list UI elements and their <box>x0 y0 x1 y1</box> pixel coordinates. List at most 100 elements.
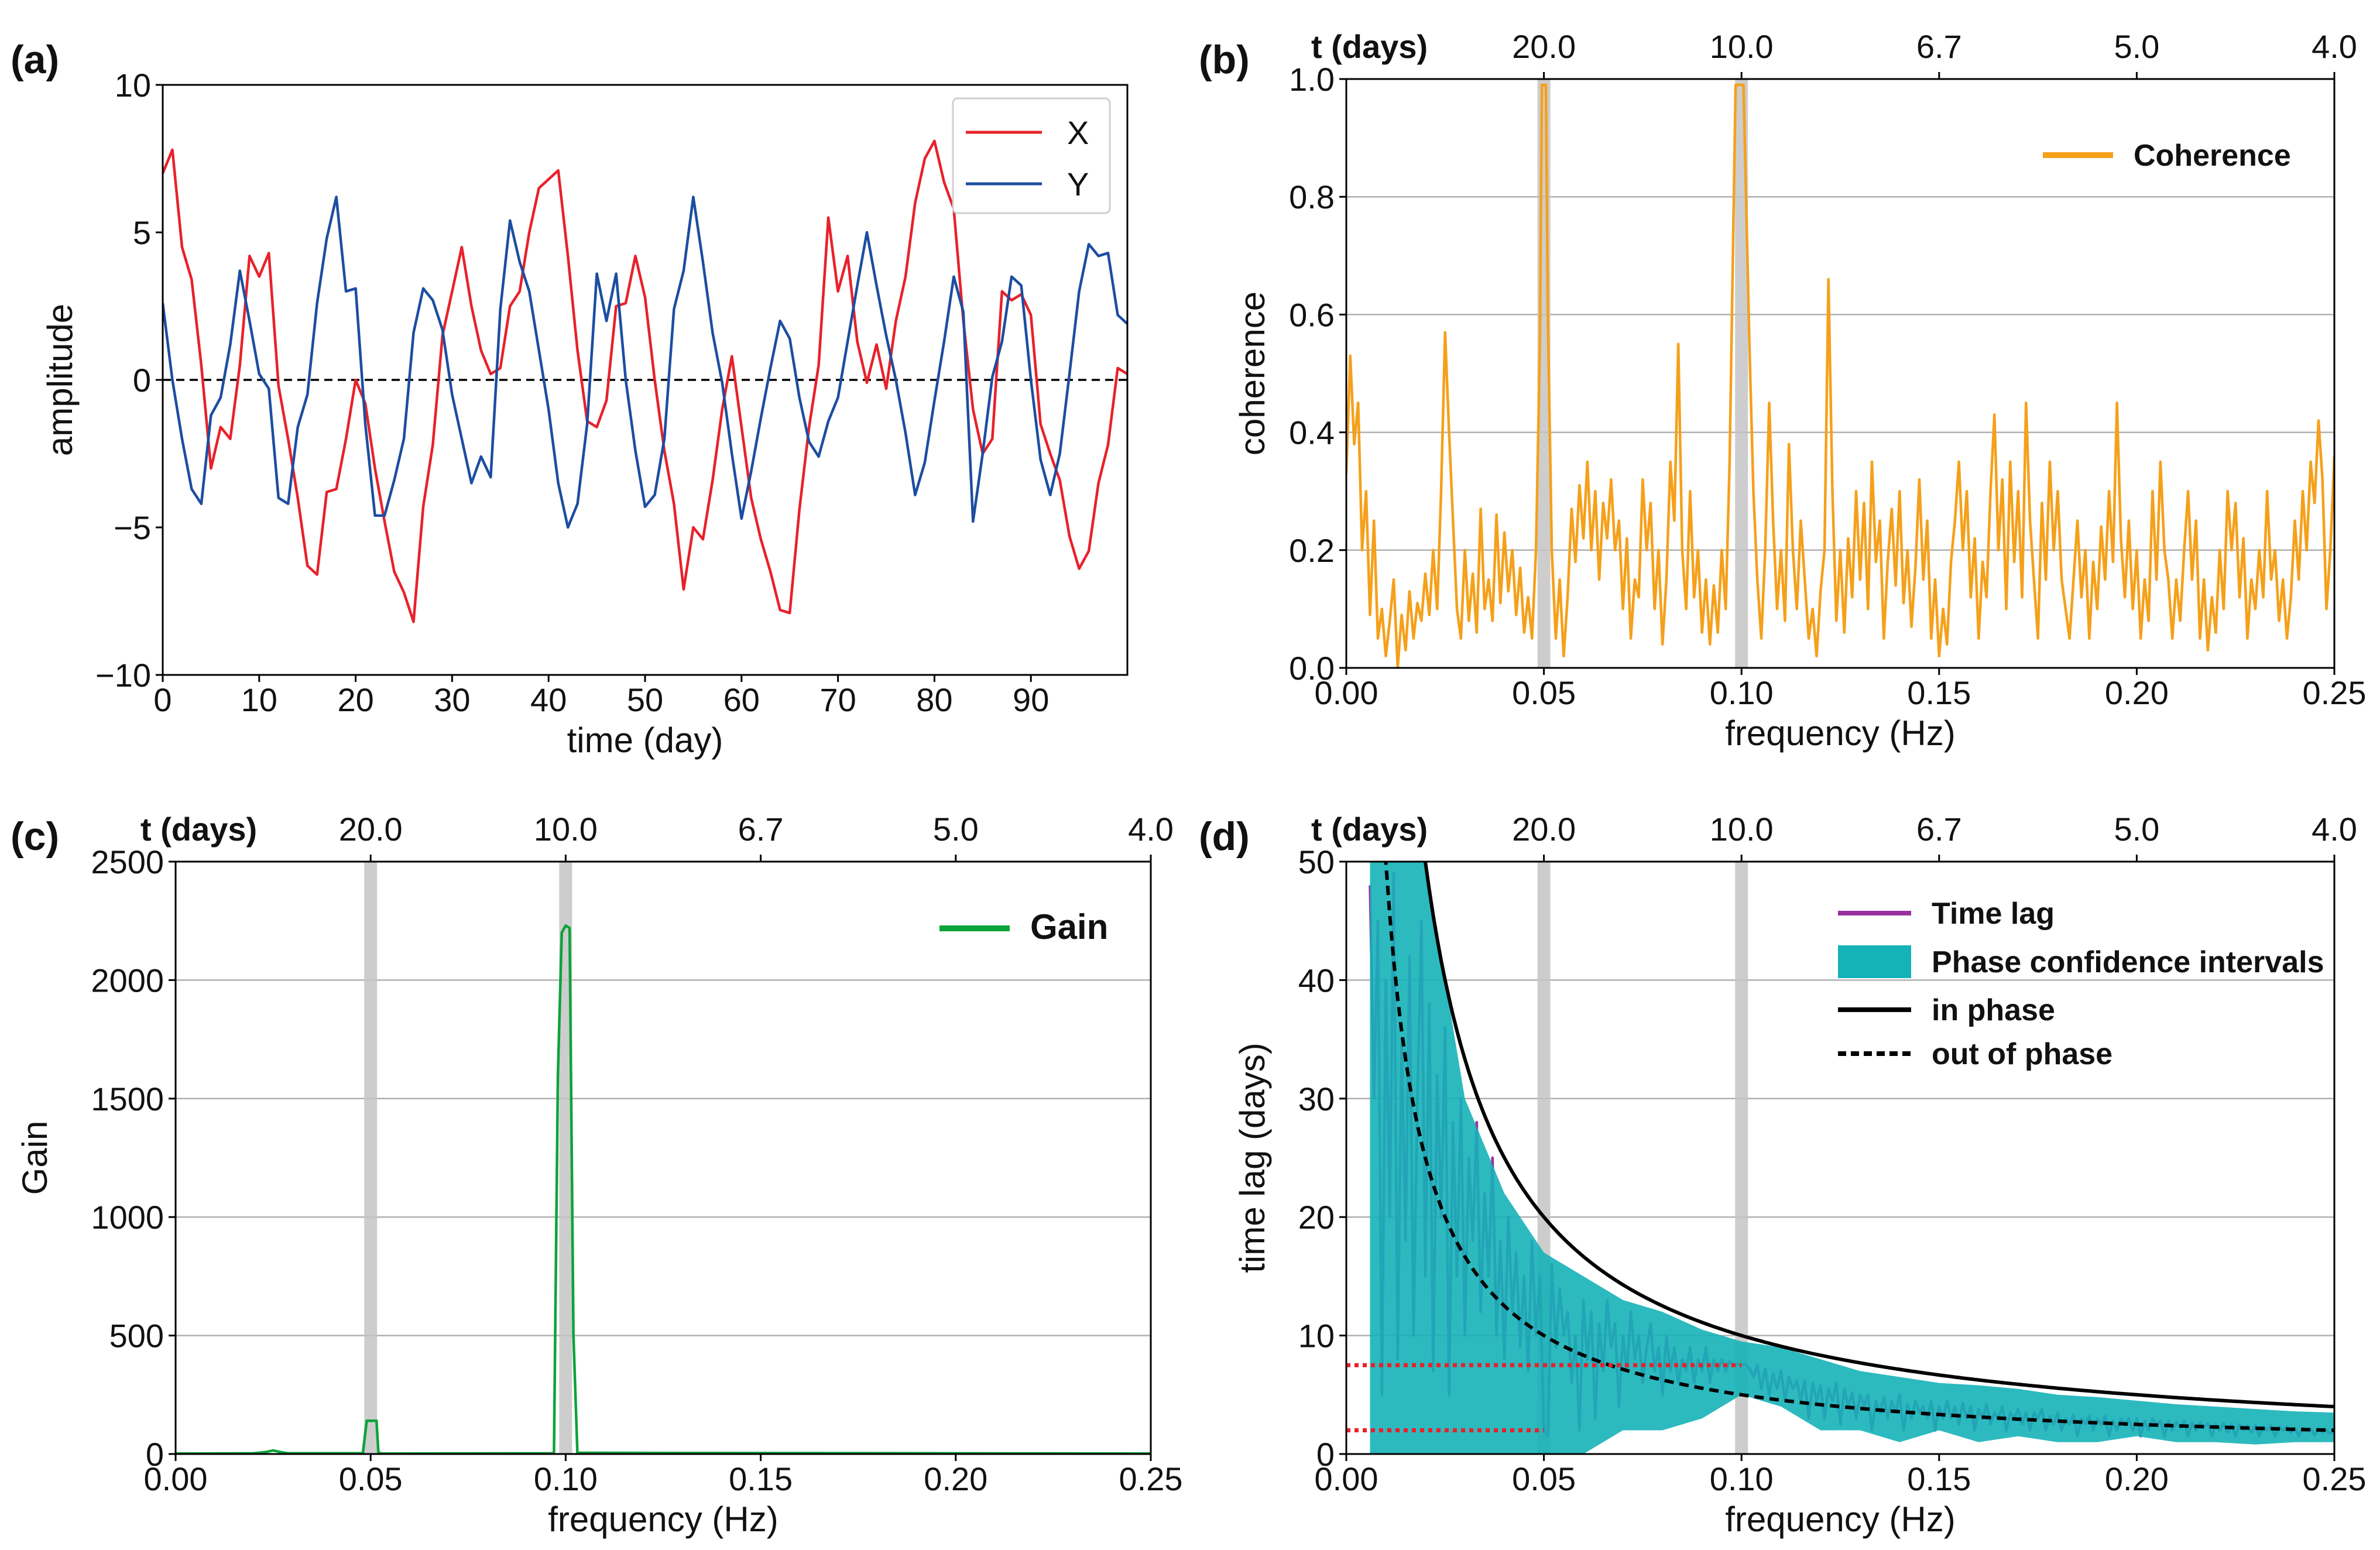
y-tick-label: 10 <box>115 67 151 104</box>
x-tick-label: 80 <box>916 681 952 718</box>
highlight-band-b-1 <box>1735 79 1748 668</box>
top-tick-label: 6.7 <box>1916 28 1962 65</box>
top-tick-label: 6.7 <box>1916 811 1962 848</box>
y-axis-label: time lag (days) <box>1233 1043 1272 1273</box>
panel-c <box>169 855 1152 1461</box>
top-axis-label: t (days) <box>1311 28 1428 65</box>
top-tick-label: 10.0 <box>1710 28 1774 65</box>
legend-label: Coherence <box>2134 139 2291 173</box>
x-tick-label: 0.20 <box>924 1460 987 1497</box>
x-tick-label: 0.25 <box>1119 1460 1183 1497</box>
x-tick-label: 0.20 <box>2105 674 2169 711</box>
top-tick-label: 20.0 <box>1512 811 1576 848</box>
y-tick-label: 1000 <box>91 1199 164 1236</box>
y-tick-label: 10 <box>1298 1318 1335 1354</box>
y-axis-label: Gain <box>15 1121 54 1195</box>
top-tick-label: 4.0 <box>2312 811 2357 848</box>
series-d-in-phase <box>1423 862 2334 1408</box>
x-tick-label: 0.05 <box>339 1460 403 1497</box>
x-tick-label: 0.00 <box>1315 1460 1378 1497</box>
y-tick-label: 0 <box>1316 1436 1335 1473</box>
y-axis-label: coherence <box>1233 292 1272 455</box>
x-tick-label: 0.00 <box>144 1460 208 1497</box>
panel-d <box>1339 855 2336 1461</box>
y-tick-label: 0.6 <box>1289 296 1335 333</box>
panel-b <box>1339 72 2336 675</box>
legend-label: X <box>1067 114 1089 151</box>
y-tick-label: 5 <box>133 214 151 251</box>
top-tick-label: 4.0 <box>1128 811 1174 848</box>
x-tick-label: 0.25 <box>2303 674 2367 711</box>
plot-area-d <box>1346 862 2334 1454</box>
x-tick-label: 0.10 <box>1710 674 1774 711</box>
axes-frame-b <box>1345 78 2336 669</box>
highlight-band-d-1 <box>1735 862 1748 1454</box>
plot-area-b <box>1346 79 2334 668</box>
x-tick-label: 10 <box>241 681 277 718</box>
series-a-x <box>163 139 1127 623</box>
legend-swatch-band <box>1838 945 1911 978</box>
x-tick-label: 40 <box>530 681 567 718</box>
x-axis-label: frequency (Hz) <box>1725 1500 1955 1539</box>
top-tick-label: 5.0 <box>2114 28 2159 65</box>
x-tick-label: 90 <box>1013 681 1049 718</box>
top-tick-label: 6.7 <box>738 811 784 848</box>
plot-area-a <box>163 139 1127 623</box>
legend-label: Phase confidence intervals <box>1932 945 2324 979</box>
y-tick-label: 2500 <box>91 843 164 880</box>
series-b-coherence <box>1346 83 2334 668</box>
x-tick-label: 0.25 <box>2303 1460 2367 1497</box>
panel-label: (c) <box>11 814 59 859</box>
top-axis-label: t (days) <box>140 811 257 848</box>
series-c-gain <box>176 924 1151 1454</box>
x-tick-label: 50 <box>627 681 663 718</box>
x-tick-label: 0.15 <box>729 1460 793 1497</box>
highlight-band-c-1 <box>559 862 572 1454</box>
top-tick-label: 4.0 <box>2312 28 2357 65</box>
top-tick-label: 10.0 <box>534 811 598 848</box>
legend-label: Time lag <box>1932 897 2055 931</box>
top-tick-label: 20.0 <box>339 811 403 848</box>
y-axis-label: amplitude <box>40 304 80 456</box>
x-axis-label: frequency (Hz) <box>548 1500 778 1539</box>
legend-label: Y <box>1067 166 1089 203</box>
top-tick-label: 20.0 <box>1512 28 1576 65</box>
y-tick-label: 2000 <box>91 962 164 999</box>
y-tick-label: 0 <box>146 1436 164 1473</box>
legend-label: in phase <box>1932 993 2055 1027</box>
series-d-phase-confidence-intervals-band <box>1370 862 2334 1454</box>
y-tick-label: 1500 <box>91 1081 164 1117</box>
x-tick-label: 0.05 <box>1512 1460 1576 1497</box>
x-tick-label: 0.20 <box>2105 1460 2169 1497</box>
axes-frame-c <box>174 860 1152 1455</box>
top-axis-label: t (days) <box>1311 811 1428 848</box>
panel-label: (d) <box>1199 814 1250 859</box>
y-tick-label: 0.8 <box>1289 179 1335 215</box>
top-tick-label: 5.0 <box>2114 811 2159 848</box>
panel-label: (a) <box>11 37 59 82</box>
x-tick-label: 60 <box>723 681 760 718</box>
y-tick-label: 500 <box>109 1318 164 1354</box>
series-d-out-of-phase <box>1384 862 2334 1432</box>
y-tick-label: 40 <box>1298 962 1335 999</box>
plot-area-c <box>176 862 1151 1454</box>
y-tick-label: 20 <box>1298 1199 1335 1236</box>
legend-label: out of phase <box>1932 1037 2112 1071</box>
panel-a <box>156 84 1129 682</box>
x-tick-label: 20 <box>337 681 373 718</box>
y-tick-label: 30 <box>1298 1081 1335 1117</box>
top-tick-label: 5.0 <box>933 811 979 848</box>
x-tick-label: 0 <box>153 681 172 718</box>
series-a-y <box>163 196 1127 529</box>
y-tick-label: 50 <box>1298 843 1335 880</box>
x-tick-label: 0.10 <box>534 1460 598 1497</box>
x-tick-label: 0.15 <box>1907 1460 1971 1497</box>
highlight-band-c-0 <box>364 862 378 1454</box>
y-tick-label: 0.2 <box>1289 532 1335 569</box>
x-tick-label: 0.15 <box>1907 674 1971 711</box>
top-tick-label: 10.0 <box>1710 811 1774 848</box>
x-tick-label: 0.10 <box>1710 1460 1774 1497</box>
y-tick-label: 0.4 <box>1289 414 1335 451</box>
x-axis-label: frequency (Hz) <box>1725 714 1955 753</box>
